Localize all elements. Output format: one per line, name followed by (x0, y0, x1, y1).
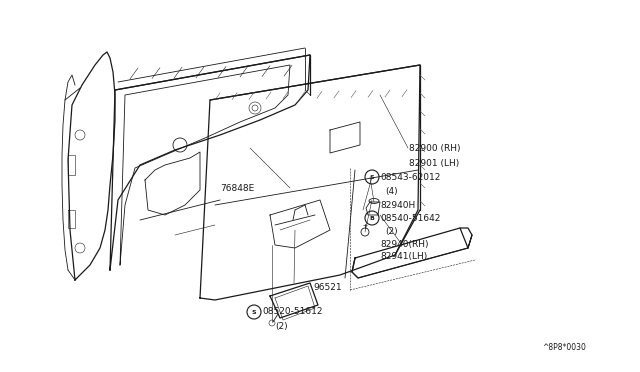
Text: 08520-51612: 08520-51612 (262, 308, 323, 317)
Text: 08540-51642: 08540-51642 (380, 214, 440, 222)
Text: 82940H: 82940H (380, 201, 415, 209)
Text: S: S (370, 174, 374, 180)
Text: 82900 (RH): 82900 (RH) (409, 144, 461, 153)
Text: (4): (4) (385, 186, 397, 196)
Text: B: B (369, 215, 374, 221)
Text: 82941(LH): 82941(LH) (380, 253, 428, 262)
Text: (2): (2) (385, 227, 397, 235)
Text: 76848E: 76848E (220, 183, 254, 192)
Text: S: S (252, 310, 256, 314)
Text: 08543-62012: 08543-62012 (380, 173, 440, 182)
Text: 96521: 96521 (313, 282, 342, 292)
Text: ^8P8*0030: ^8P8*0030 (542, 343, 586, 353)
Text: 82901 (LH): 82901 (LH) (409, 158, 460, 167)
Text: 82940(RH): 82940(RH) (380, 240, 429, 248)
Text: (2): (2) (275, 321, 287, 330)
